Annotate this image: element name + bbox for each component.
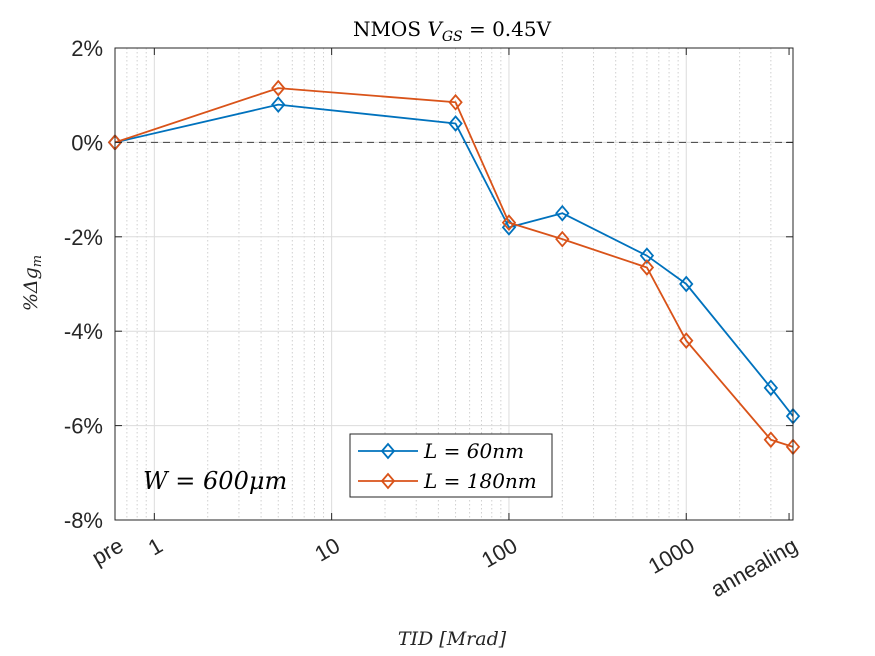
y-tick-label: 0% bbox=[71, 130, 103, 155]
legend-label-series-2: L = 180nm bbox=[423, 469, 537, 493]
chart-title-main: NMOS bbox=[353, 17, 427, 41]
series-2-marker bbox=[448, 93, 463, 111]
series-2-line bbox=[114, 87, 794, 448]
width-annotation: W = 600μm bbox=[143, 467, 287, 495]
series-1-marker bbox=[555, 204, 570, 222]
series-2-marker bbox=[679, 332, 694, 350]
legend-marker-series-2 bbox=[380, 472, 396, 490]
plot-area-frame bbox=[114, 47, 794, 521]
legend: L = 60nm L = 180nm bbox=[349, 433, 553, 498]
y-axis-label: %Δgm bbox=[20, 255, 45, 311]
chart-title-sub: GS bbox=[442, 29, 463, 45]
series-2-marker bbox=[639, 259, 655, 276]
series-1-marker bbox=[271, 96, 286, 114]
series-2-marker bbox=[763, 431, 779, 449]
series-2-marker bbox=[555, 230, 570, 248]
chart-title: NMOS VGS = 0.45V bbox=[353, 17, 552, 45]
chart-title-var: V bbox=[427, 17, 444, 41]
series-1-marker bbox=[763, 379, 779, 397]
y-tick-label: -2% bbox=[64, 225, 103, 250]
chart-title-rest: = 0.45V bbox=[463, 17, 552, 41]
y-tick-label: -8% bbox=[64, 508, 103, 533]
y-tick-label: -4% bbox=[64, 319, 103, 344]
x-axis-label: TID [Mrad] bbox=[398, 628, 507, 650]
y-axis-label-main: %Δg bbox=[20, 267, 42, 311]
legend-marker-series-1 bbox=[380, 442, 396, 460]
series-1-line bbox=[114, 103, 794, 417]
series-1-marker bbox=[639, 247, 655, 265]
series-2-marker bbox=[271, 79, 286, 97]
legend-box bbox=[349, 433, 553, 498]
series-1-marker bbox=[679, 275, 694, 293]
y-tick-label: -6% bbox=[64, 414, 103, 439]
series-2-marker bbox=[501, 214, 517, 232]
y-axis-label-sub: m bbox=[30, 255, 45, 267]
legend-label-series-1: L = 60nm bbox=[423, 439, 524, 463]
y-tick-label: 2% bbox=[71, 36, 103, 61]
series-group bbox=[107, 79, 801, 456]
series-1-marker bbox=[448, 115, 463, 132]
